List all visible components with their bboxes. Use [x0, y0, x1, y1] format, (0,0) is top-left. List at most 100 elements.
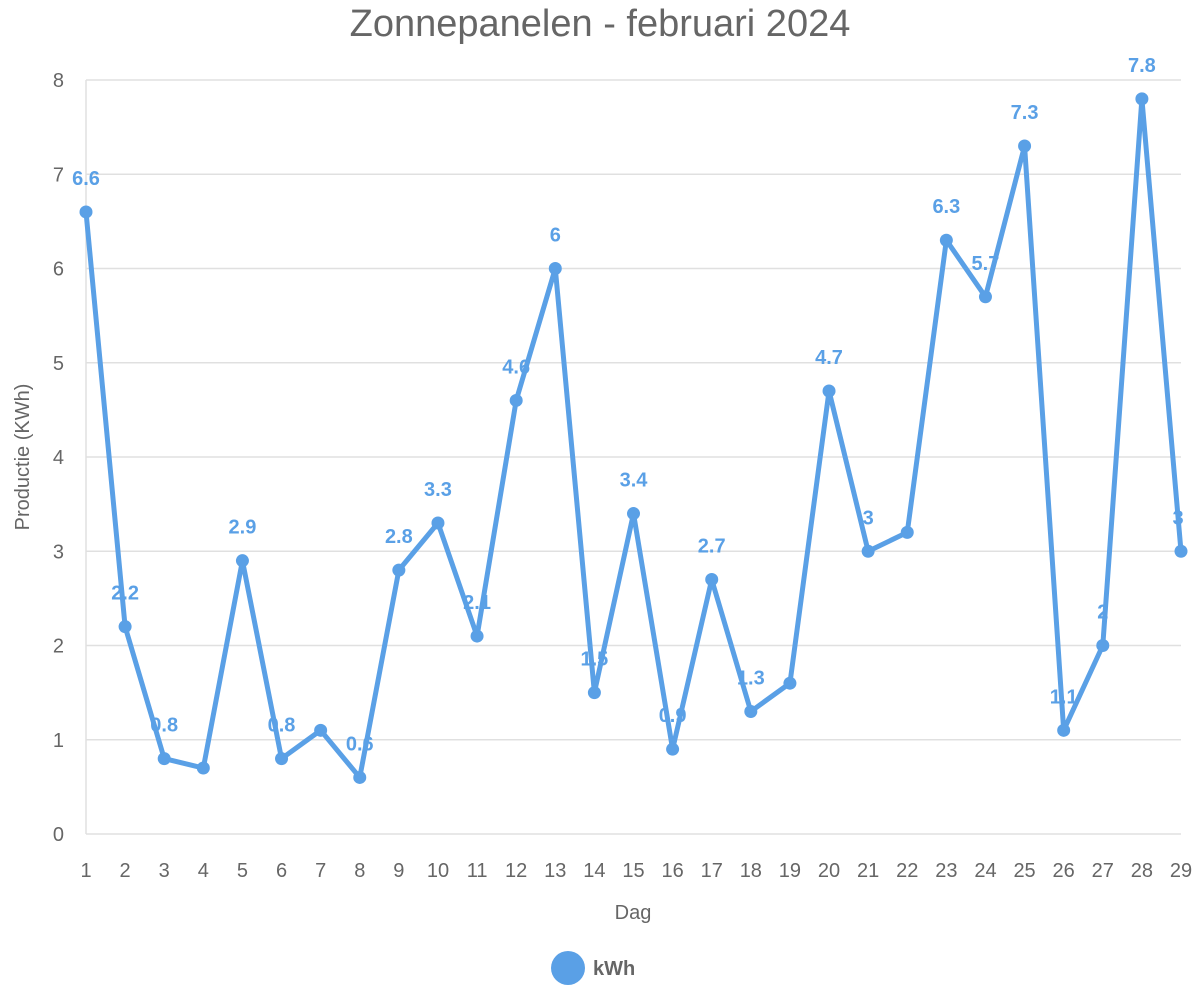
data-label: 6.3 — [932, 196, 960, 218]
data-point[interactable] — [431, 516, 445, 530]
data-point[interactable] — [314, 723, 328, 737]
x-tick-label: 10 — [427, 860, 449, 882]
data-label: 5.7 — [972, 253, 1000, 275]
data-label: 0.8 — [150, 715, 178, 737]
data-point[interactable] — [275, 752, 289, 766]
x-axis: 1 2 3 4 5 6 7 8 9 10 11 12 13 14 15 16 17 18 19 20 21 22 23 24 2… — [80, 860, 1192, 882]
x-tick-label: 15 — [622, 860, 644, 882]
y-tick-label: 6 — [53, 259, 64, 281]
data-label: 2.9 — [229, 517, 257, 539]
data-point[interactable] — [1096, 639, 1110, 652]
x-tick-label: 8 — [354, 860, 365, 882]
y-tick-label: 2 — [53, 636, 64, 658]
data-label: 3 — [1172, 507, 1183, 529]
data-point[interactable] — [978, 290, 992, 304]
data-label: 1.1 — [1050, 686, 1078, 708]
data-point[interactable] — [1174, 544, 1188, 558]
x-tick-label: 14 — [583, 860, 605, 882]
legend-marker — [551, 951, 585, 985]
data-point[interactable] — [353, 770, 367, 784]
data-point[interactable] — [196, 761, 210, 775]
data-point[interactable] — [744, 704, 758, 718]
data-point[interactable] — [939, 233, 953, 247]
series-line — [83, 96, 1184, 780]
y-tick-label: 8 — [53, 70, 64, 92]
x-tick-label: 2 — [120, 860, 131, 882]
data-point[interactable] — [1018, 139, 1032, 153]
data-label: 2.8 — [385, 526, 413, 548]
y-axis-title: Productie (KWh) — [12, 384, 34, 531]
data-point[interactable] — [900, 525, 914, 539]
data-label: 3.3 — [424, 479, 452, 501]
data-label: 2.1 — [463, 592, 491, 614]
x-tick-label: 6 — [276, 860, 287, 882]
data-point[interactable] — [548, 262, 562, 275]
x-tick-label: 22 — [896, 860, 918, 882]
data-label: 0.8 — [268, 715, 296, 737]
y-axis: 0 1 2 3 4 5 6 7 8 — [53, 70, 64, 846]
data-point[interactable] — [235, 554, 249, 568]
data-point[interactable] — [587, 686, 601, 700]
y-tick-label: 7 — [53, 164, 64, 186]
series-kwh: 6.6 2.2 0.8 2.9 0.8 0.6 2.8 3.3 2.1 4.6 6 1.5 3.4 0.9… — [72, 55, 1188, 784]
legend-label: kWh — [593, 958, 635, 980]
chart-title: Zonnepanelen - februari 2024 — [350, 3, 851, 45]
x-axis-title: Dag — [615, 902, 652, 924]
x-tick-label: 18 — [740, 860, 762, 882]
x-tick-label: 4 — [198, 860, 209, 882]
data-point[interactable] — [509, 393, 523, 407]
y-tick-label: 5 — [53, 353, 64, 375]
data-label: 2.7 — [698, 536, 726, 558]
legend[interactable]: kWh — [551, 951, 635, 985]
data-label: 4.6 — [502, 356, 530, 378]
y-tick-label: 0 — [53, 824, 64, 846]
x-tick-label: 20 — [818, 860, 840, 882]
data-point[interactable] — [1135, 92, 1149, 106]
x-tick-label: 23 — [935, 860, 957, 882]
x-tick-label: 16 — [661, 860, 683, 882]
x-tick-label: 26 — [1053, 860, 1075, 882]
data-label: 3.4 — [620, 470, 649, 492]
x-tick-label: 7 — [315, 860, 326, 882]
y-tick-label: 4 — [53, 447, 64, 469]
data-label: 0.9 — [659, 705, 687, 727]
y-tick-label: 1 — [53, 730, 64, 752]
x-tick-label: 21 — [857, 860, 879, 882]
data-label: 2.2 — [111, 583, 139, 605]
data-label: 1.3 — [737, 667, 765, 689]
data-point[interactable] — [783, 676, 797, 690]
data-point[interactable] — [861, 544, 875, 558]
y-tick-label: 3 — [53, 541, 64, 563]
data-point[interactable] — [157, 752, 171, 766]
x-tick-label: 28 — [1131, 860, 1153, 882]
data-label: 7.8 — [1128, 55, 1156, 77]
data-point[interactable] — [470, 629, 484, 643]
data-point[interactable] — [822, 384, 836, 398]
x-tick-label: 1 — [80, 860, 91, 882]
x-tick-label: 12 — [505, 860, 527, 882]
data-label: 1.5 — [580, 649, 608, 671]
data-label: 6 — [550, 225, 561, 247]
x-tick-label: 25 — [1013, 860, 1035, 882]
data-point[interactable] — [392, 563, 406, 577]
data-point[interactable] — [666, 742, 680, 756]
x-tick-label: 24 — [974, 860, 996, 882]
data-label: 4.7 — [815, 347, 843, 369]
x-tick-label: 9 — [393, 860, 404, 882]
data-point[interactable] — [118, 620, 132, 634]
data-label: 2 — [1097, 602, 1108, 624]
x-tick-label: 29 — [1170, 860, 1192, 882]
x-tick-label: 19 — [779, 860, 801, 882]
data-point[interactable] — [79, 205, 93, 219]
data-point[interactable] — [705, 573, 719, 587]
data-label: 3 — [863, 507, 874, 529]
data-point[interactable] — [627, 507, 640, 521]
x-tick-label: 27 — [1092, 860, 1114, 882]
grid-lines — [85, 79, 1181, 835]
x-tick-label: 13 — [544, 860, 566, 882]
x-tick-label: 17 — [701, 860, 723, 882]
data-point[interactable] — [1057, 723, 1071, 737]
x-tick-label: 5 — [237, 860, 248, 882]
data-label: 7.3 — [1011, 102, 1039, 124]
